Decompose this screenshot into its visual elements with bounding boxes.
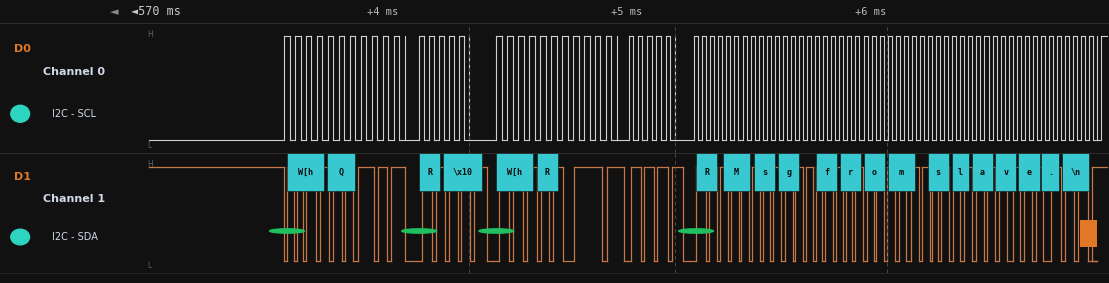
Circle shape	[11, 229, 30, 245]
Text: g: g	[786, 168, 791, 177]
Text: L: L	[147, 140, 151, 149]
Text: M: M	[734, 168, 739, 177]
Text: \n: \n	[1070, 168, 1080, 177]
Text: o: o	[872, 168, 877, 177]
Text: .: .	[1048, 168, 1052, 177]
Text: I2C - SCL: I2C - SCL	[52, 109, 95, 119]
Text: L: L	[147, 261, 151, 270]
Bar	[1061, 153, 1089, 191]
Text: ◄570 ms: ◄570 ms	[131, 5, 181, 18]
Text: H: H	[147, 30, 153, 39]
Bar	[287, 153, 324, 191]
Text: R: R	[545, 168, 550, 177]
Bar	[1080, 220, 1098, 247]
Text: s: s	[762, 168, 767, 177]
Bar	[696, 153, 718, 191]
Bar	[888, 153, 915, 191]
Text: v: v	[1004, 168, 1008, 177]
Bar	[840, 153, 861, 191]
Bar	[419, 153, 440, 191]
Text: Channel 1: Channel 1	[43, 194, 105, 203]
Text: D1: D1	[14, 172, 31, 182]
Circle shape	[269, 229, 304, 233]
Bar	[1018, 153, 1039, 191]
Text: +4 ms: +4 ms	[367, 7, 398, 17]
Bar	[816, 153, 837, 191]
Circle shape	[401, 229, 437, 233]
Bar	[723, 153, 750, 191]
Text: f: f	[824, 168, 828, 177]
Circle shape	[679, 229, 713, 233]
Text: m: m	[899, 168, 904, 177]
Text: \x10: \x10	[452, 168, 472, 177]
Bar	[779, 153, 800, 191]
Text: s: s	[936, 168, 940, 177]
Circle shape	[11, 105, 30, 122]
Text: W[h: W[h	[507, 168, 522, 177]
Bar	[971, 153, 994, 191]
Bar	[327, 153, 355, 191]
Text: +6 ms: +6 ms	[855, 7, 886, 17]
Text: H: H	[147, 160, 153, 169]
Bar	[927, 153, 949, 191]
Text: +5 ms: +5 ms	[611, 7, 642, 17]
Text: l: l	[958, 168, 963, 177]
Bar	[995, 153, 1016, 191]
Text: a: a	[980, 168, 985, 177]
Text: D0: D0	[14, 44, 31, 54]
Text: Channel 0: Channel 0	[43, 67, 105, 77]
Bar	[444, 153, 481, 191]
Text: I2C - SDA: I2C - SDA	[52, 232, 98, 242]
Text: Q: Q	[338, 168, 344, 177]
Text: R: R	[704, 168, 709, 177]
Bar	[754, 153, 775, 191]
Bar	[1041, 153, 1059, 191]
Text: W[h: W[h	[298, 168, 313, 177]
Text: ◄: ◄	[110, 7, 119, 17]
Bar	[497, 153, 533, 191]
Text: r: r	[848, 168, 853, 177]
Text: R: R	[427, 168, 433, 177]
Bar	[537, 153, 558, 191]
Circle shape	[479, 229, 513, 233]
Bar	[864, 153, 885, 191]
Text: e: e	[1027, 168, 1031, 177]
Bar	[952, 153, 969, 191]
